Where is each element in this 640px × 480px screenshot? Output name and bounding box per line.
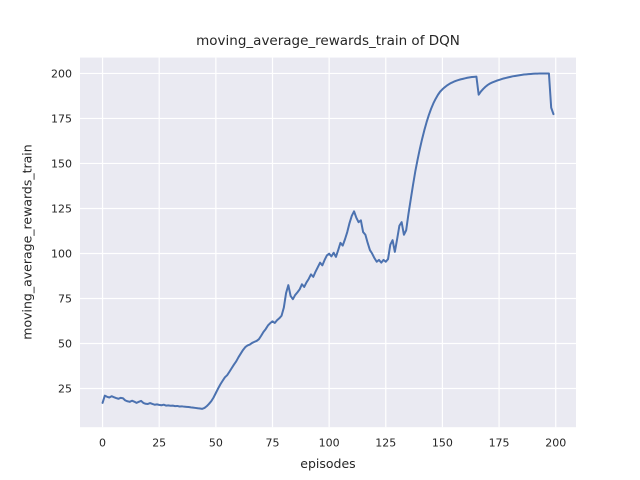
chart-title: moving_average_rewards_train of DQN [196,33,460,49]
y-tick-label: 25 [58,382,72,395]
y-tick-label: 175 [51,112,72,125]
x-tick-label: 25 [152,437,166,450]
y-tick-label: 75 [58,292,72,305]
y-tick-label: 150 [51,157,72,170]
x-tick-label: 50 [209,437,223,450]
x-tick-label: 200 [545,437,566,450]
x-tick-label: 175 [489,437,510,450]
x-tick-label: 125 [375,437,396,450]
y-tick-label: 50 [58,337,72,350]
y-tick-label: 200 [51,67,72,80]
y-tick-label: 125 [51,202,72,215]
y-tick-label: 100 [51,247,72,260]
x-tick-label: 75 [265,437,279,450]
y-axis-label: moving_average_rewards_train [19,144,35,340]
x-tick-label: 0 [99,437,106,450]
axes-background [80,57,576,428]
x-axis-label: episodes [300,456,356,471]
x-tick-label: 100 [319,437,340,450]
data-line [101,72,555,410]
x-tick-label: 150 [432,437,453,450]
